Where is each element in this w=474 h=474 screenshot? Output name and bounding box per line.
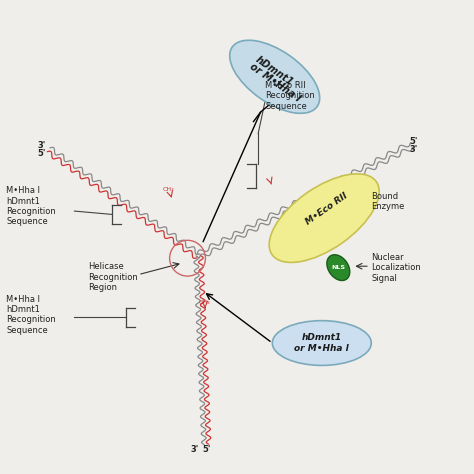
Text: hDmnt1: hDmnt1 xyxy=(254,55,295,88)
Text: Nuclear
Localization
Signal: Nuclear Localization Signal xyxy=(371,253,421,283)
Text: or M•Hha I: or M•Hha I xyxy=(247,61,302,104)
Text: 5': 5' xyxy=(37,149,46,158)
Text: hDmnt1: hDmnt1 xyxy=(302,333,342,342)
Text: 3': 3' xyxy=(191,446,199,455)
Ellipse shape xyxy=(273,320,371,365)
Text: M•Hha l
hDmnt1
Recognition
Sequence: M•Hha l hDmnt1 Recognition Sequence xyxy=(6,295,56,335)
Text: 3': 3' xyxy=(37,141,46,150)
Text: 5': 5' xyxy=(202,446,210,455)
Text: CH₃: CH₃ xyxy=(198,300,210,304)
Text: 5': 5' xyxy=(410,137,418,146)
Text: CH₃: CH₃ xyxy=(163,187,174,192)
Text: M•Eco RII
Recognition
Sequence: M•Eco RII Recognition Sequence xyxy=(265,81,315,110)
Text: M•Hha l
hDmnt1
Recognition
Sequence: M•Hha l hDmnt1 Recognition Sequence xyxy=(6,186,56,227)
Ellipse shape xyxy=(327,255,350,281)
Text: NLS: NLS xyxy=(331,265,346,270)
Text: M•Eco RII: M•Eco RII xyxy=(304,191,349,227)
Text: 3': 3' xyxy=(410,145,418,154)
Ellipse shape xyxy=(269,174,379,263)
Text: Bound
Enzyme: Bound Enzyme xyxy=(371,192,405,211)
Text: Helicase
Recognition
Region: Helicase Recognition Region xyxy=(89,262,138,292)
Ellipse shape xyxy=(230,40,319,113)
Text: or M•Hha l: or M•Hha l xyxy=(294,344,349,353)
